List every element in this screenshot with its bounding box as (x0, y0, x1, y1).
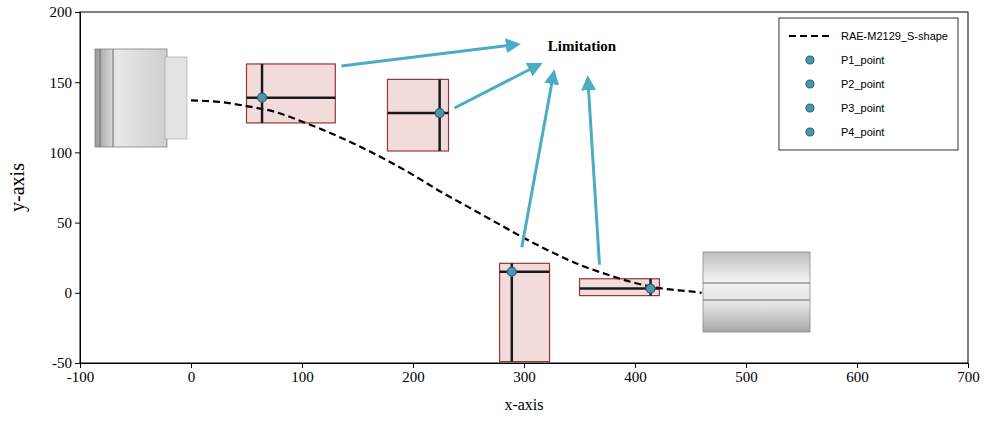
tick-mark (75, 12, 80, 13)
annotation: Limitation (548, 38, 617, 54)
legend-line (789, 35, 831, 37)
tick-mark (75, 223, 80, 224)
point-marker (507, 267, 516, 276)
plot-area (191, 64, 702, 362)
tick: 100 (291, 363, 314, 385)
tick: 50 (57, 215, 80, 231)
tick-label: 0 (188, 369, 196, 385)
tick: 150 (50, 75, 81, 91)
tick-mark (75, 363, 80, 364)
inlet-line (113, 49, 114, 147)
chart-container: -1000100200300400500600700-5005010015020… (0, 0, 989, 421)
legend-entry: P1_point (806, 54, 884, 66)
annotation-arrow (522, 72, 554, 247)
legend-label: P3_point (841, 102, 884, 114)
legend-box (779, 18, 958, 150)
tick-mark (635, 363, 636, 368)
legend-entry: P4_point (806, 126, 884, 138)
tick: 500 (735, 363, 758, 385)
outlet-duct (703, 252, 810, 332)
legend-label: P2_point (841, 78, 884, 90)
plot-frame (80, 12, 968, 363)
tick-label: 100 (50, 145, 73, 161)
point-marker (258, 93, 267, 102)
legend-marker (806, 80, 814, 88)
tick-mark (413, 363, 414, 368)
tick-mark (857, 363, 858, 368)
x-axis-title: x-axis (504, 396, 543, 413)
tick-label: -50 (52, 355, 72, 371)
crosshair-v (511, 263, 514, 361)
limit-box (387, 79, 448, 151)
tick: 0 (188, 363, 196, 385)
annotation-arrow (455, 64, 540, 108)
tick-label: 150 (50, 75, 73, 91)
tick-label: 0 (65, 285, 73, 301)
tick: 600 (846, 363, 869, 385)
tick-label: 50 (57, 215, 72, 231)
tick-label: 200 (50, 4, 73, 20)
legend-label: P1_point (841, 54, 884, 66)
legend-label: P4_point (841, 126, 884, 138)
tick-mark (746, 363, 747, 368)
inlet-line (100, 49, 101, 147)
tick-mark (80, 363, 81, 368)
outlet-line (703, 283, 810, 284)
tick-label: 200 (402, 369, 425, 385)
legend-label: RAE-M2129_S-shape (841, 30, 948, 42)
tick: 700 (957, 363, 980, 385)
tick-label: 600 (846, 369, 869, 385)
outlet-line (703, 300, 810, 301)
tick-mark (75, 293, 80, 294)
tick-label: 500 (735, 369, 758, 385)
tick: 200 (50, 4, 81, 20)
tick-label: 100 (291, 369, 314, 385)
limit-box (580, 279, 660, 296)
tick: 100 (50, 145, 81, 161)
tick: 400 (624, 363, 647, 385)
x-axis: -1000100200300400500600700 (67, 363, 980, 385)
point-marker (646, 284, 655, 293)
legend-entry: RAE-M2129_S-shape (789, 30, 948, 42)
annotation-arrow (588, 78, 600, 265)
line-series (191, 100, 702, 292)
inlet-duct (95, 49, 167, 147)
limit-box (500, 263, 550, 361)
legend-entry: P3_point (806, 102, 884, 114)
point-marker (435, 109, 444, 118)
inlet-flange (165, 57, 187, 139)
tick: 200 (402, 363, 425, 385)
legend-entry: P2_point (806, 78, 884, 90)
duct-images (95, 49, 810, 332)
tick-mark (191, 363, 192, 368)
tick-mark (524, 363, 525, 368)
tick-label: 400 (624, 369, 647, 385)
tick-mark (302, 363, 303, 368)
y-axis: -50 0 50 100 150 200 (50, 4, 81, 371)
tick-label: 300 (513, 369, 536, 385)
tick-mark (75, 152, 80, 153)
limit-box (247, 64, 336, 123)
tick-mark (75, 82, 80, 83)
legend: RAE-M2129_S-shape P1_point P2_point P3_poin… (779, 18, 958, 150)
background (0, 0, 989, 421)
tick: 0 (65, 285, 81, 301)
legend-marker (806, 56, 814, 64)
legend-marker (806, 104, 814, 112)
annotation-arrows (341, 44, 599, 265)
tick: 300 (513, 363, 536, 385)
chart-svg: -1000100200300400500600700-5005010015020… (0, 0, 989, 421)
tick-mark (968, 363, 969, 368)
annotation-arrow (341, 44, 518, 66)
tick: -50 (52, 355, 80, 371)
y-axis-title: y-axis (6, 163, 29, 212)
tick-label: 700 (957, 369, 980, 385)
legend-marker (806, 128, 814, 136)
